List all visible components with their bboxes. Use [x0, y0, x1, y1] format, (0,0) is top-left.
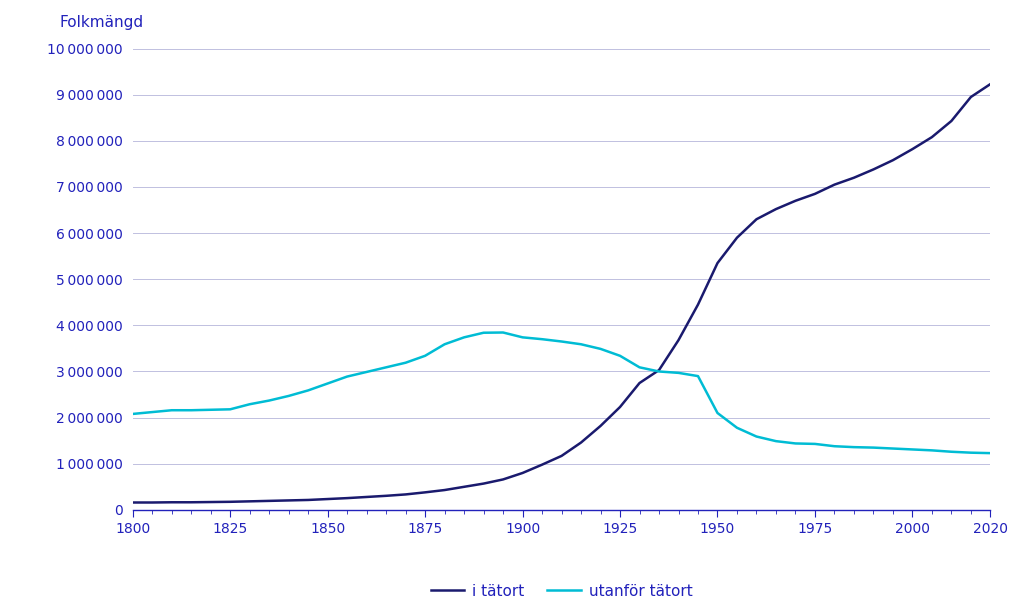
- i tätort: [555, 452, 568, 459]
- i tätort: [712, 259, 724, 266]
- i tätort: [517, 469, 529, 476]
- i tätort: [146, 499, 158, 506]
- i tätort: [809, 190, 821, 197]
- utanför tätort: [341, 373, 353, 380]
- utanför tätort: [731, 424, 743, 432]
- utanför tätort: [555, 338, 568, 345]
- utanför tätort: [945, 448, 958, 455]
- i tätort: [244, 498, 256, 505]
- utanför tätort: [165, 407, 178, 414]
- utanför tätort: [224, 405, 236, 413]
- utanför tätort: [984, 450, 996, 457]
- i tätort: [185, 498, 197, 506]
- i tätort: [165, 498, 178, 506]
- utanför tätort: [399, 359, 411, 367]
- utanför tätort: [497, 329, 509, 336]
- i tätort: [263, 497, 276, 504]
- utanför tätort: [847, 444, 860, 451]
- i tätort: [380, 492, 392, 500]
- utanför tätort: [575, 341, 587, 348]
- i tätort: [399, 491, 411, 498]
- utanför tätort: [204, 406, 216, 413]
- i tätort: [341, 495, 353, 502]
- utanför tätort: [614, 352, 626, 359]
- utanför tätort: [478, 329, 490, 336]
- utanför tätort: [146, 409, 158, 416]
- utanför tätort: [965, 449, 977, 456]
- i tätort: [965, 93, 977, 101]
- i tätort: [322, 495, 334, 503]
- utanför tätort: [652, 368, 665, 375]
- i tätort: [594, 422, 606, 430]
- i tätort: [984, 81, 996, 88]
- i tätort: [926, 134, 938, 141]
- i tätort: [478, 480, 490, 487]
- utanför tätort: [673, 369, 685, 376]
- utanför tätort: [750, 433, 763, 440]
- i tätort: [633, 379, 645, 387]
- i tätort: [127, 499, 139, 506]
- i tätort: [536, 461, 548, 469]
- i tätort: [575, 439, 587, 446]
- i tätort: [497, 476, 509, 483]
- utanför tätort: [263, 397, 276, 404]
- i tätort: [789, 197, 801, 205]
- utanför tätort: [302, 387, 314, 394]
- i tätort: [867, 166, 879, 173]
- utanför tätort: [789, 440, 801, 447]
- i tätort: [360, 493, 373, 501]
- i tätort: [302, 497, 314, 504]
- utanför tätort: [907, 446, 919, 453]
- utanför tätort: [536, 336, 548, 343]
- utanför tätort: [517, 334, 529, 341]
- Legend: i tätort, utanför tätort: i tätort, utanför tätort: [425, 577, 698, 605]
- utanför tätort: [809, 440, 821, 447]
- i tätort: [283, 497, 295, 504]
- i tätort: [750, 215, 763, 223]
- utanför tätort: [380, 364, 392, 371]
- utanför tätort: [458, 334, 471, 341]
- Text: Folkmängd: Folkmängd: [60, 15, 144, 30]
- utanför tätort: [633, 364, 645, 371]
- utanför tätort: [244, 401, 256, 408]
- Line: i tätort: i tätort: [133, 84, 990, 503]
- utanför tätort: [185, 407, 197, 414]
- i tätort: [652, 367, 665, 374]
- i tätort: [887, 157, 900, 164]
- i tätort: [204, 498, 216, 506]
- i tätort: [614, 404, 626, 411]
- utanför tätort: [867, 444, 879, 451]
- i tätort: [458, 483, 471, 490]
- utanför tätort: [692, 373, 704, 380]
- i tätort: [907, 146, 919, 153]
- utanför tätort: [438, 341, 450, 348]
- utanför tätort: [283, 392, 295, 399]
- utanför tätort: [322, 380, 334, 387]
- utanför tätort: [887, 445, 900, 452]
- utanför tätort: [926, 447, 938, 454]
- i tätort: [224, 498, 236, 506]
- i tätort: [673, 336, 685, 344]
- i tätort: [847, 174, 860, 181]
- i tätort: [945, 117, 958, 124]
- utanför tätort: [828, 443, 840, 450]
- utanför tätort: [770, 438, 782, 445]
- i tätort: [731, 234, 743, 242]
- i tätort: [770, 205, 782, 212]
- utanför tätort: [360, 368, 373, 376]
- utanför tätort: [127, 410, 139, 418]
- utanför tätort: [419, 352, 431, 359]
- utanför tätort: [594, 345, 606, 353]
- i tätort: [438, 486, 450, 493]
- i tätort: [419, 489, 431, 496]
- i tätort: [692, 301, 704, 308]
- Line: utanför tätort: utanför tätort: [133, 333, 990, 453]
- utanför tätort: [712, 409, 724, 416]
- i tätort: [828, 181, 840, 188]
